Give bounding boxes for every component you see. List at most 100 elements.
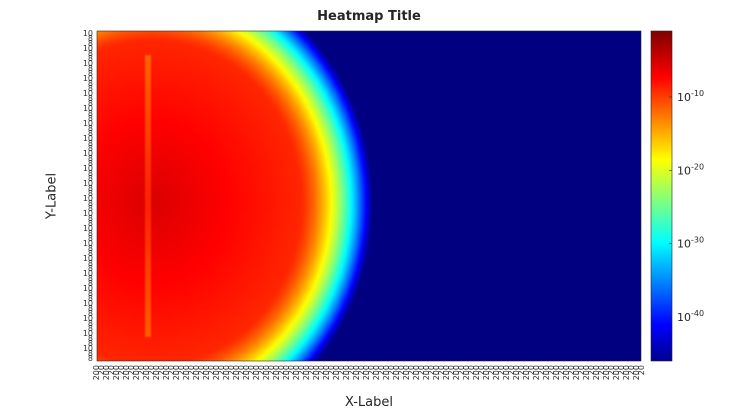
y-tick-label: 8: [88, 189, 93, 198]
y-tick-label: 8: [88, 324, 93, 333]
y-tick-label: 8: [88, 184, 93, 193]
y-tick-label: 8: [88, 289, 93, 298]
chart-title: Heatmap Title: [317, 9, 421, 24]
x-tick-label: 200: [612, 365, 621, 380]
x-tick-label: 20: [167, 365, 176, 375]
x-tick-label: 20: [247, 365, 256, 375]
x-tick-label: 200: [182, 365, 191, 380]
x-tick-label: 20: [627, 365, 636, 375]
y-tick-label: 8: [88, 219, 93, 228]
x-tick-label: 20: [387, 365, 396, 375]
colorbar-tick-label-0: 10-10: [677, 89, 704, 104]
x-tick-label: 20: [217, 365, 226, 375]
y-tick-label: 10: [83, 149, 93, 158]
y-tick-label: 10: [83, 284, 93, 293]
x-tick-label: 20: [527, 365, 536, 375]
y-tick-label: 8: [88, 264, 93, 273]
x-tick-label: 200: [282, 365, 291, 380]
y-tick-label: 10: [83, 344, 93, 353]
x-tick-label: 20: [477, 365, 486, 375]
x-tick-label: 20: [257, 365, 266, 375]
x-tick-label: 200: [322, 365, 331, 380]
x-tick-label: 20: [467, 365, 476, 375]
x-tick-label: 200: [522, 365, 531, 380]
y-tick-label: 8: [88, 204, 93, 213]
y-tick-label: 8: [88, 144, 93, 153]
y-tick-label: 8: [88, 169, 93, 178]
y-tick-label: 10: [83, 134, 93, 143]
y-tick-label: 10: [83, 194, 93, 203]
y-tick-label: 10: [83, 59, 93, 68]
x-tick-label: 20: [327, 365, 336, 375]
colorbar-tick-label-2: 10-30: [677, 236, 704, 251]
x-tick-label: 20: [267, 365, 276, 375]
y-tick-label: 8: [88, 154, 93, 163]
x-tick-label: 20: [277, 365, 286, 375]
y-tick-label: 10: [83, 74, 93, 83]
y-tick-label: 10: [83, 239, 93, 248]
x-tick-label: 20: [597, 365, 606, 375]
y-tick-label: 8: [88, 214, 93, 223]
x-tick-label: 200: [502, 365, 511, 380]
x-tick-label: 20: [377, 365, 386, 375]
x-tick-label: 20: [607, 365, 616, 375]
y-tick-label: 8: [88, 349, 93, 358]
x-tick-label: 200: [132, 365, 141, 380]
x-axis-label: X-Label: [344, 395, 394, 410]
x-tick-label: 20: [437, 365, 446, 375]
x-tick-label: 200: [342, 365, 351, 380]
y-tick-label: 8: [88, 84, 93, 93]
x-tick-label: 20: [187, 365, 196, 375]
x-tick-label: 20: [637, 365, 646, 375]
x-tick-label: 20: [287, 365, 296, 375]
x-tick-label: 20: [357, 365, 366, 375]
y-tick-label: 10: [83, 29, 93, 38]
x-tick-label: 200: [242, 365, 251, 380]
x-tick-label: 20: [177, 365, 186, 375]
x-tick-label: 200: [162, 365, 171, 380]
x-tick-label: 200: [112, 365, 121, 380]
x-tick-label: 20: [587, 365, 596, 375]
x-tick-label: 20: [407, 365, 416, 375]
y-tick-label: 10: [83, 104, 93, 113]
y-tick-label: 10: [83, 224, 93, 233]
y-tick-label: 8: [88, 94, 93, 103]
x-tick-label: 200: [212, 365, 221, 380]
x-tick-label: 200: [292, 365, 301, 380]
x-tick-label: 20: [207, 365, 216, 375]
x-tick-label: 20: [127, 365, 136, 375]
y-tick-label: 10: [83, 269, 93, 278]
colorbar-tick-label-1: 10-20: [677, 162, 704, 177]
y-tick-label: 8: [88, 54, 93, 63]
colorbar-ticks: 10-10 10-20 10-30 10-40: [669, 89, 704, 324]
x-tick-label: 20: [337, 365, 346, 375]
y-tick-label: 8: [88, 39, 93, 48]
y-tick-label: 10: [83, 329, 93, 338]
x-tick-label: 200: [172, 365, 181, 380]
x-tick-label: 200: [142, 365, 151, 380]
x-tick-label: 20: [157, 365, 166, 375]
x-tick-label: 200: [412, 365, 421, 380]
x-tick-label: 200: [102, 365, 111, 380]
y-tick-label: 10: [83, 314, 93, 323]
plot-border: [96, 30, 642, 362]
y-tick-label: 8: [88, 49, 93, 58]
x-tick-label: 20: [577, 365, 586, 375]
x-tick-label: 20: [317, 365, 326, 375]
x-tick-label: 20: [137, 365, 146, 375]
heatmap-plot-area: [97, 31, 641, 361]
x-tick-label: 20: [537, 365, 546, 375]
y-tick-label: 8: [88, 79, 93, 88]
x-tick-label: 20: [547, 365, 556, 375]
y-tick-label: 10: [83, 119, 93, 128]
x-tick-label: 200: [362, 365, 371, 380]
x-tick-label: 20: [447, 365, 456, 375]
x-tick-label: 200: [472, 365, 481, 380]
y-tick-label: 8: [88, 274, 93, 283]
y-tick-label: 10: [83, 44, 93, 53]
x-tick-label: 200: [422, 365, 431, 380]
y-tick-label: 8: [88, 69, 93, 78]
x-tick-label: 200: [482, 365, 491, 380]
x-tick-label: 200: [192, 365, 201, 380]
x-tick-label: 20: [237, 365, 246, 375]
